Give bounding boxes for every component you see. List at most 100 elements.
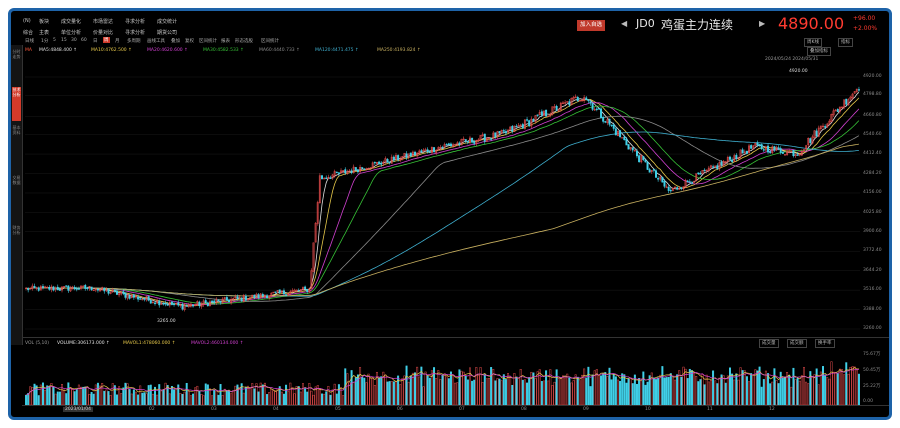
price-change-percent: +2.00% [853, 25, 878, 32]
amount-mode-button[interactable]: 成交额 [787, 339, 807, 348]
volume-mode-button[interactable]: 成交量 [759, 339, 779, 348]
volume-bar [454, 382, 457, 405]
volume-chart[interactable] [25, 349, 860, 405]
toolbar-item[interactable]: 15 [61, 38, 67, 43]
menu-item[interactable]: 寻求分析 [125, 19, 146, 25]
volume-bar [73, 391, 76, 405]
volume-bar [693, 371, 696, 405]
menu-item[interactable]: 主表 [39, 30, 50, 36]
candle [769, 149, 772, 155]
candle [276, 290, 279, 294]
volume-bar [526, 382, 529, 405]
candle [414, 150, 417, 156]
toolbar-item[interactable]: 1分 [41, 39, 49, 44]
candle [386, 157, 389, 163]
candle [282, 288, 285, 296]
volume-legend-item: MAVOL1:478060.000 ↑ [123, 341, 176, 346]
menu-item[interactable]: (N) [23, 18, 31, 24]
toolbar-item[interactable]: 日线 [25, 39, 34, 44]
volume-bar [549, 369, 552, 405]
candle [141, 298, 144, 301]
candle [295, 289, 298, 293]
sidebar-tab[interactable]: 财务分析 [12, 225, 21, 235]
sidebar-tab-active[interactable]: 技术分析 [12, 87, 21, 121]
turnover-mode-button[interactable]: 换手率 [815, 339, 835, 348]
menu-item[interactable]: 成交量化 [61, 19, 82, 25]
volume-bar [143, 392, 146, 405]
candle [591, 102, 594, 112]
menu-item[interactable]: 期货公司 [157, 30, 178, 36]
candle [638, 154, 641, 163]
toolbar-item-active[interactable]: 周 [103, 37, 110, 43]
mavol10-line [25, 369, 859, 396]
candle [255, 292, 258, 298]
candle [312, 242, 315, 273]
volume-bar [559, 377, 562, 405]
candlestick-chart[interactable] [25, 63, 860, 335]
candle [494, 132, 497, 139]
sidebar-tab[interactable]: 交易数据 [12, 175, 21, 185]
candle [519, 123, 522, 128]
volume-bar [297, 386, 300, 405]
toolbar-item[interactable]: 多周期 [127, 39, 141, 44]
volume-bar [232, 390, 235, 405]
toolbar-item[interactable]: 区间统计 [261, 39, 279, 44]
sidebar-tab[interactable]: 基本资料 [12, 125, 21, 135]
volume-bar [718, 377, 721, 405]
indicator-settings-button[interactable]: 指标 [838, 38, 853, 47]
toolbar-item[interactable]: 月 [115, 39, 120, 44]
candle [397, 154, 400, 162]
menu-item[interactable]: 寻求分析 [125, 30, 146, 36]
toolbar-item[interactable]: 60 [81, 38, 87, 43]
toolbar-item[interactable]: 复权 [185, 39, 194, 44]
candle [447, 142, 450, 146]
candle [838, 106, 841, 114]
candle [109, 291, 112, 295]
toolbar-item[interactable]: 叠加 [171, 39, 180, 44]
period-button[interactable]: 周K线 [804, 38, 822, 47]
volume-bar [802, 367, 805, 405]
overlay-indicator-button[interactable]: 叠加指标 [807, 47, 831, 56]
volume-legend-title: VOL (5,10) [25, 341, 50, 346]
prev-symbol-icon[interactable]: ◀ [621, 19, 628, 28]
volume-bar [754, 369, 757, 405]
candle [143, 297, 146, 302]
menu-item[interactable]: 单位分析 [61, 30, 82, 36]
volume-bar [211, 395, 214, 405]
add-favorite-button[interactable]: 加入自选 [577, 20, 606, 31]
next-symbol-icon[interactable]: ▶ [759, 19, 766, 28]
menu-item[interactable]: 市场雷达 [93, 19, 114, 25]
toolbar-item[interactable]: 5 [53, 38, 56, 43]
candle [817, 125, 820, 138]
candle [733, 153, 736, 162]
volume-bar [268, 392, 271, 405]
volume-bar [471, 380, 474, 405]
candle [714, 165, 717, 169]
volume-bar [371, 377, 374, 405]
price-axis-label: 4412.40 [863, 151, 882, 157]
candle [857, 86, 860, 92]
menu-item[interactable]: 综合 [23, 30, 34, 36]
toolbar-item[interactable]: 日 [93, 39, 98, 44]
toolbar-item[interactable]: 形态选股 [235, 39, 253, 44]
toolbar-item[interactable]: 区间统计 [199, 39, 217, 44]
candle [709, 164, 712, 169]
volume-bar [684, 368, 687, 405]
menu-item[interactable]: 成交统计 [157, 19, 178, 25]
toolbar-item[interactable]: 画线工具 [147, 39, 165, 44]
candle [316, 200, 319, 226]
toolbar-item[interactable]: 30 [71, 38, 77, 43]
candle [181, 302, 184, 311]
toolbar-item[interactable]: 报表 [221, 39, 230, 44]
volume-bar [160, 390, 163, 405]
menu-item[interactable]: 板块 [39, 19, 50, 25]
volume-bar [722, 375, 725, 405]
volume-bar [96, 382, 99, 405]
volume-bar [126, 383, 129, 405]
menu-item[interactable]: 价量对比 [93, 30, 114, 36]
candle [631, 147, 634, 153]
volume-bar [373, 384, 376, 405]
sidebar-tab[interactable]: 分时走势 [12, 49, 21, 59]
volume-bar [777, 383, 780, 405]
volume-bar [655, 379, 657, 405]
